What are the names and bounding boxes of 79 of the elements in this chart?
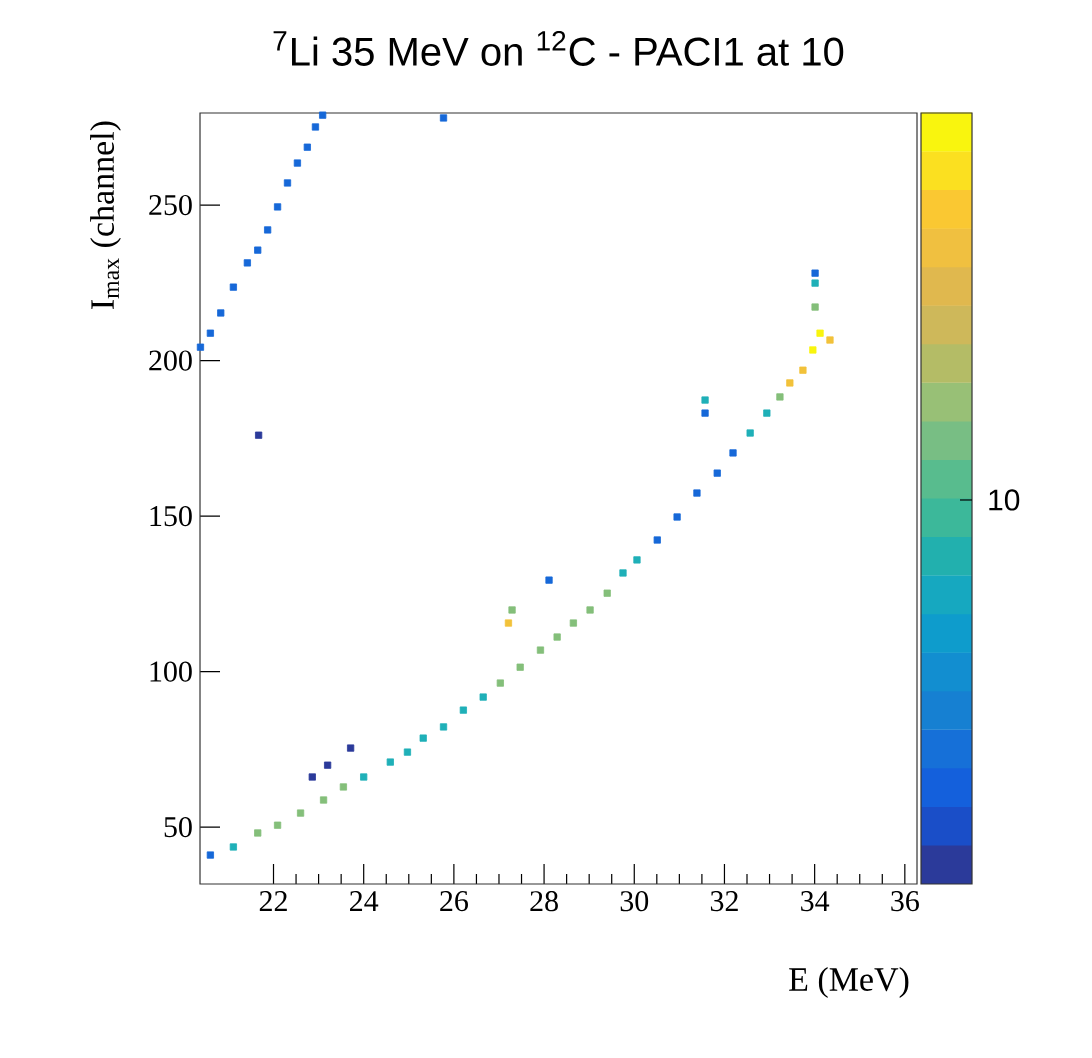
point [816, 329, 824, 337]
point [701, 409, 709, 417]
x-tick-label: 34 [801, 891, 830, 912]
point [786, 379, 794, 387]
x-tick-label: 22 [259, 891, 287, 911]
point [403, 748, 412, 756]
point [303, 143, 311, 151]
point [619, 569, 627, 577]
point [229, 843, 237, 851]
point [811, 279, 819, 287]
point [296, 809, 305, 817]
point [536, 646, 545, 654]
point [826, 336, 834, 344]
point [633, 556, 641, 564]
point [729, 449, 737, 457]
point [603, 589, 611, 597]
point [479, 693, 487, 701]
point [701, 396, 709, 404]
point [347, 744, 355, 752]
point [217, 309, 225, 317]
y-tick-label: 200 [149, 350, 192, 371]
point [713, 469, 721, 477]
point [339, 783, 347, 791]
point [311, 123, 320, 131]
point [254, 246, 262, 254]
point [419, 734, 427, 742]
y-tick-label: 250 [149, 194, 192, 216]
x-axis-title: E (MeV) [789, 967, 909, 998]
point [293, 159, 302, 167]
x-tick-label: 36 [891, 891, 919, 912]
point [206, 329, 214, 337]
point [508, 606, 516, 614]
chart-title: $^{7}$Li 35 MeV on $^{12}$C - PACI1 at 10 [273, 30, 844, 66]
point [809, 346, 817, 354]
point [196, 343, 205, 351]
point [255, 431, 263, 439]
y-axis-title: I$_{max}$ (channel) [90, 121, 121, 309]
point [273, 821, 282, 829]
point [308, 773, 316, 781]
x-tick-label: 26 [440, 891, 468, 912]
point [811, 269, 819, 277]
point [206, 851, 214, 859]
point [459, 706, 467, 714]
point [811, 303, 819, 311]
point [439, 723, 448, 731]
y-tick-label: 50 [164, 816, 192, 838]
point [673, 513, 681, 521]
x-tick-label: 30 [620, 891, 649, 912]
point [763, 409, 771, 417]
x-tick-label: 28 [530, 891, 558, 912]
point [439, 114, 448, 122]
point [386, 758, 394, 766]
y-tick-label: 150 [150, 505, 192, 527]
point [283, 179, 292, 187]
point [273, 203, 282, 211]
x-tick-label: 24 [350, 891, 379, 911]
x-tick-label: 32 [710, 891, 738, 912]
point [693, 489, 701, 497]
point [324, 761, 332, 769]
point [319, 111, 327, 119]
point [553, 633, 561, 641]
point [254, 829, 262, 837]
text: 10 [989, 489, 1020, 511]
point [516, 663, 524, 671]
point [746, 429, 754, 437]
point [545, 576, 553, 584]
point [496, 679, 504, 687]
point [653, 536, 661, 544]
point [243, 259, 251, 267]
point [504, 619, 513, 627]
point [799, 366, 807, 374]
point [229, 283, 237, 291]
point [776, 393, 784, 401]
point [264, 226, 272, 234]
y-tick-label: 100 [150, 661, 192, 682]
point [319, 796, 328, 804]
point [569, 619, 577, 627]
point [586, 606, 594, 614]
point [360, 773, 368, 781]
